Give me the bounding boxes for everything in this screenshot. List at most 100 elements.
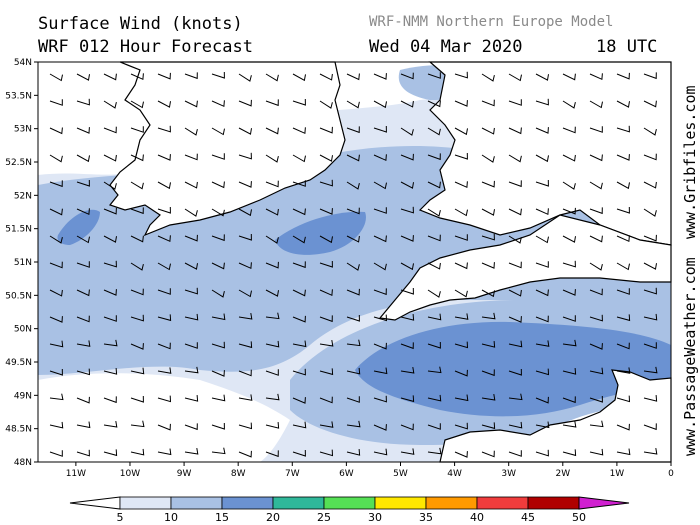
wind-barb <box>481 312 496 320</box>
wind-barb <box>211 153 225 160</box>
wind-barb <box>616 100 630 108</box>
wind-barb <box>562 100 576 109</box>
wind-barb <box>211 289 225 298</box>
wind-barb <box>643 448 658 455</box>
wind-barb <box>643 208 657 217</box>
wind-barb <box>292 73 306 82</box>
map-title: Surface Wind (knots) <box>38 14 243 34</box>
wind-barb <box>400 287 414 295</box>
wind-barb <box>400 262 414 271</box>
wind-barb <box>319 179 333 187</box>
wind-barb <box>49 208 63 216</box>
lon-label: 8W <box>231 469 246 479</box>
wind-barb <box>265 312 280 320</box>
wind-barb <box>265 127 279 135</box>
wind-barb <box>292 235 306 244</box>
wind-barb <box>130 448 145 456</box>
wind-barb <box>184 181 198 189</box>
wind-barb <box>454 71 468 79</box>
wind-barb <box>292 98 306 106</box>
lat-label: 52N <box>14 191 32 201</box>
wind-barb <box>346 207 360 215</box>
wind-barb <box>292 261 306 269</box>
wind-barb <box>265 369 279 376</box>
wind-barb <box>508 393 523 401</box>
wind-barb <box>49 261 63 269</box>
wind-barb <box>616 423 630 431</box>
wind-barb <box>643 342 657 349</box>
wind-barb <box>346 420 361 428</box>
wind-barb <box>589 100 603 109</box>
wind-barb <box>562 315 576 322</box>
longitude-axis: 11W 10W 9W 8W 7W 6W 5W 4W 3W 2W 1W 0 <box>66 462 674 479</box>
wind-barb <box>265 289 279 297</box>
wind-barb <box>508 180 522 188</box>
wind-barb <box>130 343 144 350</box>
wind-barb <box>400 235 414 242</box>
wind-barb <box>211 262 225 270</box>
wind-barb <box>562 449 577 457</box>
legend-swatch <box>476 496 529 510</box>
wind-barb <box>211 208 225 217</box>
wind-barb <box>103 73 117 81</box>
wind-barb <box>454 313 469 320</box>
wind-barb <box>103 396 117 404</box>
forecast-date: Wed 04 Mar 2020 <box>369 37 523 57</box>
wind-barb <box>616 125 630 133</box>
ireland-land <box>108 61 346 237</box>
wind-barb <box>76 154 90 163</box>
wind-barb <box>454 262 468 270</box>
wind-barb <box>589 235 603 243</box>
wind-barb <box>49 450 63 457</box>
legend-swatch <box>272 496 325 510</box>
wind-barb <box>427 447 442 455</box>
wind-barb <box>373 448 388 456</box>
wind-barb <box>265 422 280 429</box>
wind-barb <box>103 126 117 134</box>
wind-barb <box>643 100 657 108</box>
lat-label: 53.5N <box>5 91 32 101</box>
wind-barb <box>535 368 550 376</box>
wind-barb <box>616 395 631 403</box>
wind-barb <box>481 262 495 269</box>
wind-barb <box>76 289 90 297</box>
lat-label: 50.5N <box>5 291 32 301</box>
legend-label: 45 <box>521 511 535 524</box>
wind-barb <box>373 342 387 350</box>
wind-barb <box>265 73 279 82</box>
forecast-label: WRF 012 Hour Forecast <box>38 37 253 57</box>
wind-barb <box>616 262 630 271</box>
wind-barb <box>508 99 522 106</box>
wind-barb <box>319 421 334 428</box>
wind-barb <box>238 394 253 401</box>
wind-barb <box>616 342 630 350</box>
wind-barb <box>562 126 576 134</box>
wind-barb <box>373 395 387 403</box>
legend-label: 30 <box>368 511 382 524</box>
lon-label: 9W <box>177 469 192 479</box>
colour-legend: 5 10 15 20 25 30 35 40 45 50 <box>69 496 630 524</box>
lon-label: 10W <box>120 469 140 479</box>
wind-barb <box>562 368 577 375</box>
lat-label: 49.5N <box>5 358 32 368</box>
lat-label: 52.5N <box>5 158 32 168</box>
wind-barb <box>508 235 522 244</box>
wind-barb <box>184 423 198 431</box>
wind-barb <box>346 449 361 456</box>
wind-barb <box>157 395 172 403</box>
wind-barb <box>454 152 468 160</box>
legend-swatch <box>170 496 223 510</box>
wind-barb <box>292 340 307 348</box>
wind-barb <box>373 288 387 296</box>
wind-barb <box>373 125 387 133</box>
wind-barb <box>157 367 172 374</box>
wind-barb <box>400 448 415 455</box>
wind-barb <box>103 339 118 347</box>
wind-barb <box>157 288 171 295</box>
wind-barb <box>562 421 577 428</box>
wind-barb <box>400 72 414 80</box>
wind-barb <box>616 367 631 374</box>
wind-barb <box>481 233 495 241</box>
wind-barb <box>130 73 144 81</box>
wind-barb <box>454 208 468 217</box>
